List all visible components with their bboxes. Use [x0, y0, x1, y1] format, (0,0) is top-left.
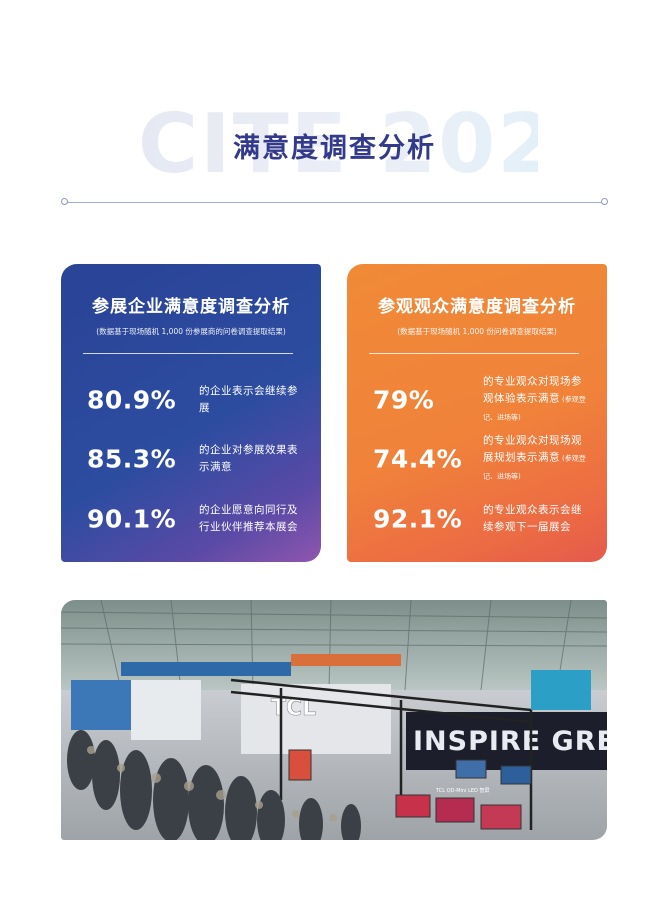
stat-value: 80.9%	[87, 385, 177, 415]
stat-item: 85.3% 的企业对参展效果表示满意	[87, 439, 305, 479]
crowd-highlights	[87, 746, 337, 822]
divider-dot-left	[61, 198, 68, 205]
inspire-booth-wall	[406, 712, 607, 770]
tv-display-label: TCL QD-Mini LED 智屏	[435, 787, 489, 794]
inspire-banner-text: INSPIRE GREA	[413, 726, 607, 757]
stat-subnote: (参观登记、进场等)	[483, 395, 586, 422]
stat-text: 的企业表示会继续参展	[199, 385, 298, 414]
stat-value: 92.1%	[373, 504, 463, 534]
stat-item: 90.1% 的企业愿意向同行及行业伙伴推荐本展会	[87, 499, 305, 539]
stat-subnote: (参观登记、进场等)	[483, 454, 586, 481]
title-divider	[66, 202, 603, 203]
card-divider	[369, 353, 579, 354]
card-title: 参展企业满意度调查分析	[92, 297, 290, 317]
exhibitor-survey-card: 参展企业满意度调查分析 (数据基于现场随机 1,000 份参展商的问卷调查提取结…	[61, 264, 321, 562]
exhibition-hall-photo: TCL INSPIRE GREA TCL QD-Mini LED 智屏	[61, 600, 607, 840]
stat-text: 的专业观众对现场观展规划表示满意 (参观登记、进场等)	[483, 434, 586, 481]
ceiling-trusses	[61, 600, 607, 691]
crowd	[67, 730, 361, 840]
booth-screen-right	[531, 670, 591, 710]
stat-value: 79%	[373, 385, 435, 415]
booth-banner-mid	[291, 654, 401, 666]
card-title: 参观观众满意度调查分析	[378, 297, 576, 317]
booth-white	[131, 680, 201, 740]
tv-displays	[288, 749, 532, 830]
stat-text: 的企业对参展效果表示满意	[199, 444, 298, 473]
divider-dot-right	[601, 198, 608, 205]
stat-value: 74.4%	[373, 444, 463, 474]
card-note: (数据基于现场随机 1,000 份问卷调查提取结果)	[397, 327, 557, 336]
card-note: (数据基于现场随机 1,000 份参展商的问卷调查提取结果)	[96, 327, 286, 336]
stat-value: 90.1%	[87, 504, 177, 534]
stat-item: 79% 的专业观众对现场参观体验表示满意 (参观登记、进场等)	[373, 376, 591, 422]
card-divider	[83, 353, 293, 354]
page-title: 满意度调查分析	[233, 133, 436, 164]
visitor-survey-card: 参观观众满意度调查分析 (数据基于现场随机 1,000 份问卷调查提取结果) 7…	[347, 264, 607, 562]
stat-text: 的企业愿意向同行及行业伙伴推荐本展会	[199, 504, 298, 533]
booth-banner-left	[121, 662, 291, 676]
stat-item: 80.9% 的企业表示会继续参展	[87, 380, 305, 420]
stat-text: 的专业观众对现场参观体验表示满意 (参观登记、进场等)	[483, 375, 586, 422]
cite-2023-watermark: CITE 2023	[138, 97, 616, 192]
booth-blue-left	[71, 680, 131, 730]
stat-item: 74.4% 的专业观众对现场观展规划表示满意 (参观登记、进场等)	[373, 435, 591, 481]
stat-text: 的专业观众表示会继续参观下一届展会	[483, 504, 582, 533]
stat-value: 85.3%	[87, 444, 177, 474]
stat-item: 92.1% 的专业观众表示会继续参观下一届展会	[373, 499, 591, 539]
